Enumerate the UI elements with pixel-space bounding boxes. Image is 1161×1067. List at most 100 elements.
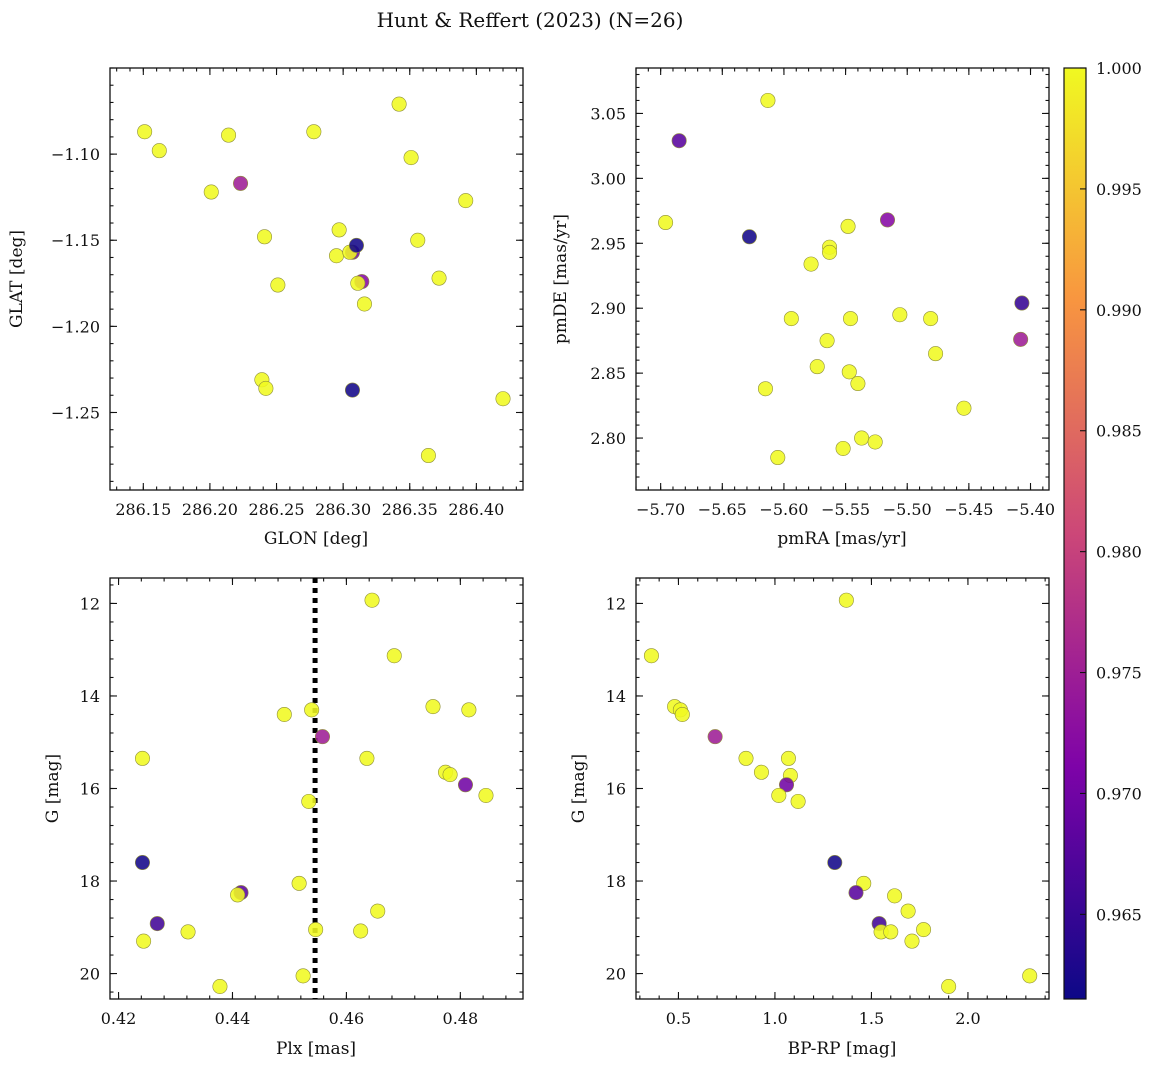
y-tick-label: 2.95 xyxy=(590,234,626,253)
data-point xyxy=(295,968,311,984)
figure-title: Hunt & Reffert (2023) (N=26) xyxy=(377,8,684,32)
x-tick-label: −5.45 xyxy=(944,500,993,519)
y-tick-label: 16 xyxy=(606,780,626,799)
data-point xyxy=(353,923,369,939)
data-point xyxy=(457,777,473,793)
x-tick-label: −5.40 xyxy=(1006,500,1055,519)
x-tick-label: 0.46 xyxy=(329,1009,365,1028)
data-point xyxy=(359,750,375,766)
data-point xyxy=(707,729,723,745)
data-point xyxy=(134,855,150,871)
data-point xyxy=(137,124,153,140)
data-point xyxy=(314,729,330,745)
data-point xyxy=(779,777,795,793)
data-point xyxy=(867,434,883,450)
x-tick-label: 286.30 xyxy=(315,500,371,519)
data-point xyxy=(879,212,895,228)
y-tick-label: 20 xyxy=(80,965,100,984)
y-axis-label: pmDE [mas/yr] xyxy=(551,214,571,344)
panel-bprp-g: 0.5 1.0 1.5 2.0 12 14 16 18 20 BP-RP [mag] G [mag] xyxy=(569,577,1050,1059)
data-point xyxy=(643,648,659,664)
x-tick-label: −5.55 xyxy=(821,500,870,519)
colorbar: 0.965 0.970 0.975 0.980 0.985 0.990 0.995 1.000 xyxy=(1063,59,1142,1000)
x-tick-label: 286.35 xyxy=(382,500,438,519)
data-point xyxy=(391,96,407,112)
data-point xyxy=(348,237,364,253)
y-tick-label: 2.80 xyxy=(590,429,626,448)
y-tick-label: −1.20 xyxy=(51,317,100,336)
x-axis-label: BP-RP [mag] xyxy=(788,1039,897,1059)
data-point xyxy=(827,855,843,871)
y-tick-label: 2.85 xyxy=(590,364,626,383)
data-point xyxy=(386,648,402,664)
data-point xyxy=(658,215,674,231)
colorbar-tick-label: 0.990 xyxy=(1096,301,1142,320)
y-tick-label: 3.00 xyxy=(590,169,626,188)
data-point xyxy=(149,916,165,932)
x-tick-label: 1.0 xyxy=(762,1009,787,1028)
data-point xyxy=(301,793,317,809)
x-tick-label: −5.65 xyxy=(698,500,747,519)
data-point xyxy=(783,311,799,327)
y-tick-label: 18 xyxy=(80,872,100,891)
data-point xyxy=(203,184,219,200)
data-point xyxy=(900,903,916,919)
data-point xyxy=(276,706,292,722)
x-tick-label: −5.60 xyxy=(759,500,808,519)
data-point xyxy=(291,875,307,891)
data-point xyxy=(458,193,474,209)
data-point xyxy=(134,750,150,766)
x-tick-label: 0.48 xyxy=(443,1009,479,1028)
data-point xyxy=(671,133,687,149)
data-point xyxy=(835,440,851,456)
data-point xyxy=(410,232,426,248)
y-tick-label: 12 xyxy=(606,594,626,613)
data-point xyxy=(892,307,908,323)
data-point xyxy=(270,277,286,293)
data-point xyxy=(364,592,380,608)
y-tick-label: −1.25 xyxy=(51,403,100,422)
x-tick-label: 0.44 xyxy=(215,1009,251,1028)
colorbar-gradient xyxy=(1063,67,1087,1000)
data-point xyxy=(230,887,246,903)
x-tick-label: 286.15 xyxy=(115,500,171,519)
data-point xyxy=(916,922,932,938)
data-point xyxy=(854,430,870,446)
y-axis-label: GLAT [deg] xyxy=(7,230,27,328)
panel-glon-glat: 286.15 286.20 286.25 286.30 286.35 286.40 −1.1… xyxy=(7,67,524,549)
colorbar-tick-label: 1.000 xyxy=(1096,59,1142,78)
y-tick-label: 14 xyxy=(80,687,100,706)
y-axis-label: G [mag] xyxy=(43,754,63,823)
data-point xyxy=(308,922,324,938)
data-point xyxy=(838,592,854,608)
data-point xyxy=(356,296,372,312)
data-point xyxy=(850,376,866,392)
axes-frame xyxy=(635,67,1050,491)
x-axis-label: GLON [deg] xyxy=(264,529,368,549)
x-tick-label: 286.20 xyxy=(182,500,238,519)
x-tick-label: 286.25 xyxy=(249,500,305,519)
y-tick-label: 16 xyxy=(80,780,100,799)
data-point xyxy=(883,924,899,940)
data-point xyxy=(221,127,237,143)
x-tick-label: −5.70 xyxy=(636,500,685,519)
data-point xyxy=(809,359,825,375)
data-point xyxy=(771,787,787,803)
data-point xyxy=(328,248,344,264)
y-tick-label: 2.90 xyxy=(590,299,626,318)
data-point xyxy=(1022,968,1038,984)
data-point xyxy=(233,175,249,191)
x-tick-label: 2.0 xyxy=(955,1009,980,1028)
data-point xyxy=(331,222,347,238)
data-point xyxy=(760,92,776,108)
data-point xyxy=(344,382,360,398)
data-point xyxy=(442,767,458,783)
data-point xyxy=(780,750,796,766)
data-point xyxy=(304,702,320,718)
y-tick-label: 18 xyxy=(606,872,626,891)
y-tick-label: 14 xyxy=(606,687,626,706)
y-tick-label: 20 xyxy=(606,965,626,984)
data-point xyxy=(350,275,366,291)
data-point xyxy=(370,903,386,919)
colorbar-tick-label: 0.970 xyxy=(1096,784,1142,803)
